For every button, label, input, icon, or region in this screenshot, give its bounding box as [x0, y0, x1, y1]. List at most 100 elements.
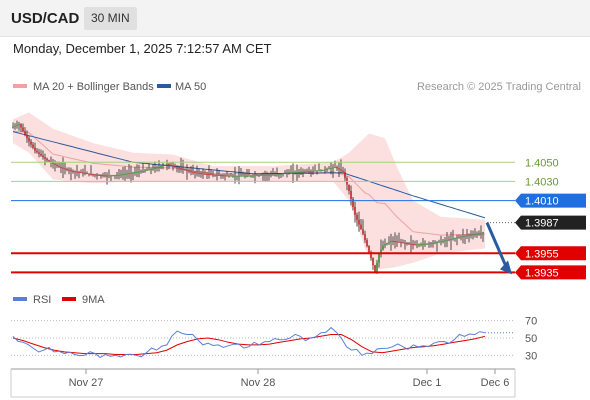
candle-body: [408, 243, 410, 245]
candle-body: [360, 224, 362, 230]
candle-body: [302, 171, 304, 173]
candle-body: [426, 243, 428, 245]
candle-body: [340, 169, 342, 171]
candle-body: [90, 173, 92, 175]
candle-body: [422, 244, 424, 246]
candle-body: [322, 169, 324, 171]
candle-body: [396, 241, 398, 243]
candle-body: [442, 240, 444, 242]
candle-body: [332, 167, 334, 169]
candle-body: [446, 239, 448, 241]
candle-body: [94, 174, 96, 176]
candle-body: [420, 244, 422, 246]
candle-body: [444, 240, 446, 242]
candle-body: [138, 171, 140, 173]
timeframe-button[interactable]: 30 MIN: [84, 7, 137, 30]
candle-body: [454, 237, 456, 239]
candle-body: [148, 169, 150, 171]
candle-body: [12, 126, 14, 128]
candle-body: [46, 158, 48, 161]
candle-body: [156, 167, 158, 169]
candle-body: [268, 174, 270, 176]
candle-body: [150, 168, 152, 170]
candle-body: [210, 174, 212, 176]
candle-body: [254, 175, 256, 177]
candle-body: [436, 242, 438, 244]
candle-body: [256, 175, 258, 177]
candle-body: [368, 246, 370, 253]
candle-body: [406, 243, 408, 245]
x-tick-label: Dec 1: [413, 377, 442, 389]
candle-body: [298, 171, 300, 173]
candle-body: [104, 175, 106, 177]
candle-body: [170, 164, 172, 166]
candle-body: [122, 174, 124, 176]
candle-body: [398, 241, 400, 243]
candle-body: [192, 171, 194, 173]
candle-body: [250, 175, 252, 177]
candle-body: [460, 236, 462, 238]
x-axis: Nov 27 Nov 28 Dec 1 Dec 6: [69, 369, 509, 389]
candle-body: [158, 166, 160, 168]
candle-body: [146, 169, 148, 171]
candle-body: [328, 168, 330, 170]
candle-body: [304, 171, 306, 173]
candle-body: [480, 232, 482, 234]
candle-body: [356, 214, 358, 220]
candle-body: [316, 170, 318, 172]
candle-body: [418, 244, 420, 246]
candle-body: [180, 168, 182, 170]
candle-body: [178, 167, 180, 169]
candle-body: [482, 232, 484, 234]
candle-body: [320, 170, 322, 172]
candle-body: [334, 167, 336, 169]
pivot-label: 1.4010: [525, 196, 559, 208]
candle-body: [172, 165, 174, 167]
candle-body: [244, 175, 246, 177]
candle-body: [184, 169, 186, 171]
candle-body: [64, 168, 66, 170]
candle-body: [76, 171, 78, 173]
candle-body: [14, 125, 16, 127]
candle-body: [350, 191, 352, 199]
candle-body: [152, 168, 154, 170]
candle-body: [354, 206, 356, 215]
candle-body: [438, 241, 440, 243]
rsi-ma-legend-label: 9MA: [82, 294, 105, 306]
candle-body: [224, 175, 226, 177]
candle-body: [32, 144, 34, 148]
candle-body: [456, 237, 458, 239]
candle-body: [252, 175, 254, 177]
rsi-tick-label: 50: [525, 333, 537, 345]
candle-body: [478, 233, 480, 235]
candle-body: [186, 169, 188, 171]
candle-body: [236, 175, 238, 177]
x-tick-label: Nov 27: [69, 377, 104, 389]
candle-body: [220, 175, 222, 177]
bollinger-legend-label: MA 20 + Bollinger Bands: [33, 81, 154, 93]
candle-body: [462, 236, 464, 238]
candle-body: [278, 174, 280, 176]
candle-body: [130, 172, 132, 174]
candle-body: [66, 168, 68, 170]
candle-body: [448, 239, 450, 241]
candle-body: [264, 174, 266, 176]
candle-body: [18, 123, 20, 125]
candle-body: [336, 167, 338, 169]
candle-body: [106, 175, 108, 177]
candle-body: [290, 172, 292, 174]
bollinger-legend-swatch: [13, 84, 27, 88]
candle-body: [416, 244, 418, 246]
candle-body: [466, 235, 468, 237]
price-panel: 1.4050 1.4030 1.4010 1.3987 1.3955 1.3935: [11, 112, 586, 280]
candle-body: [238, 175, 240, 177]
candle-body: [276, 174, 278, 176]
candle-body: [80, 172, 82, 174]
candle-body: [132, 172, 134, 174]
candle-body: [380, 249, 382, 254]
candle-body: [86, 173, 88, 175]
candle-body: [296, 172, 298, 174]
candle-body: [258, 175, 260, 177]
candle-body: [362, 229, 364, 235]
